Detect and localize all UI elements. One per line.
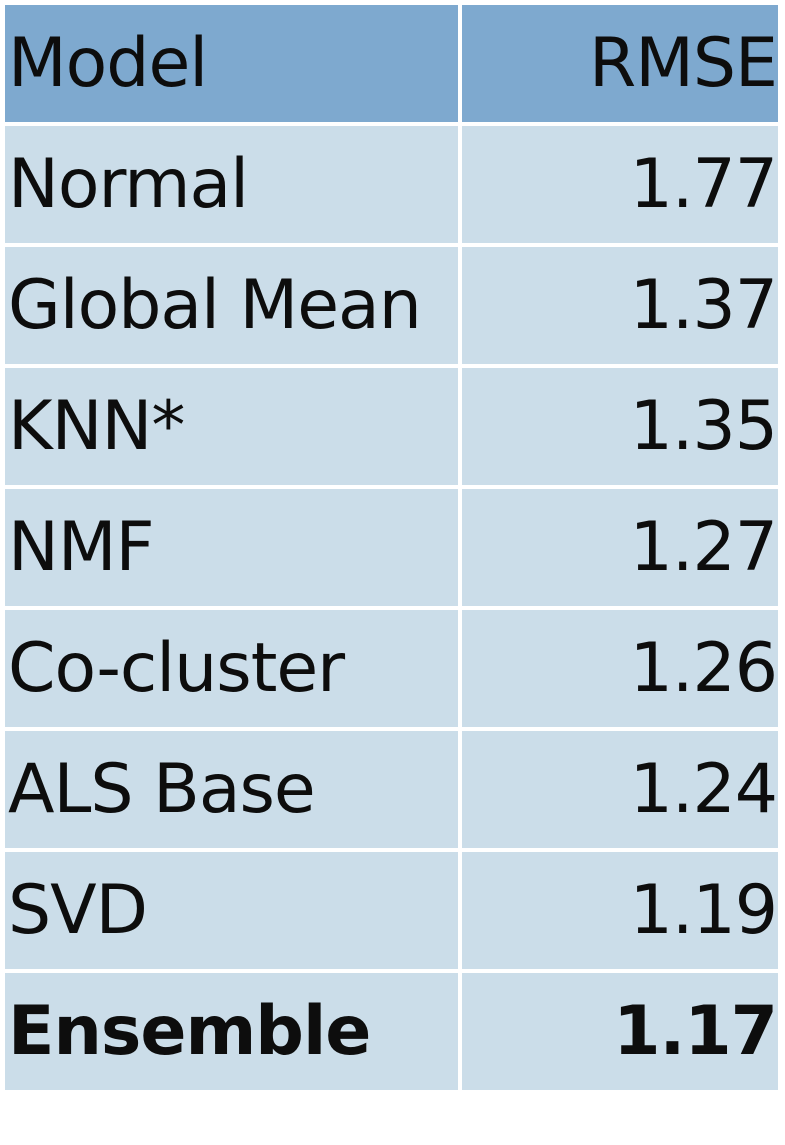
table-row: KNN* 1.35 xyxy=(5,368,778,485)
model-name-cell: ALS Base xyxy=(5,731,458,848)
model-name-cell: NMF xyxy=(5,489,458,606)
rmse-value-cell: 1.77 xyxy=(462,126,778,243)
rmse-value-cell: 1.27 xyxy=(462,489,778,606)
table-row: Global Mean 1.37 xyxy=(5,247,778,364)
table-row: ALS Base 1.24 xyxy=(5,731,778,848)
model-name-cell: Co-cluster xyxy=(5,610,458,727)
rmse-value-cell: 1.24 xyxy=(462,731,778,848)
model-name-cell: SVD xyxy=(5,852,458,969)
model-name-cell: Global Mean xyxy=(5,247,458,364)
rmse-value-cell: 1.19 xyxy=(462,852,778,969)
table-row: SVD 1.19 xyxy=(5,852,778,969)
table-header-row: Model RMSE xyxy=(5,5,778,122)
table-row: NMF 1.27 xyxy=(5,489,778,606)
model-column-header: Model xyxy=(5,5,458,122)
table-row-highlight: Ensemble 1.17 xyxy=(5,973,778,1090)
rmse-column-header: RMSE xyxy=(462,5,778,122)
rmse-value-cell: 1.17 xyxy=(462,973,778,1090)
rmse-table: Model RMSE Normal 1.77 Global Mean 1.37 … xyxy=(5,5,778,1094)
rmse-value-cell: 1.35 xyxy=(462,368,778,485)
model-name-cell: Ensemble xyxy=(5,973,458,1090)
table-row: Co-cluster 1.26 xyxy=(5,610,778,727)
rmse-value-cell: 1.37 xyxy=(462,247,778,364)
table-row: Normal 1.77 xyxy=(5,126,778,243)
rmse-value-cell: 1.26 xyxy=(462,610,778,727)
model-name-cell: Normal xyxy=(5,126,458,243)
model-name-cell: KNN* xyxy=(5,368,458,485)
